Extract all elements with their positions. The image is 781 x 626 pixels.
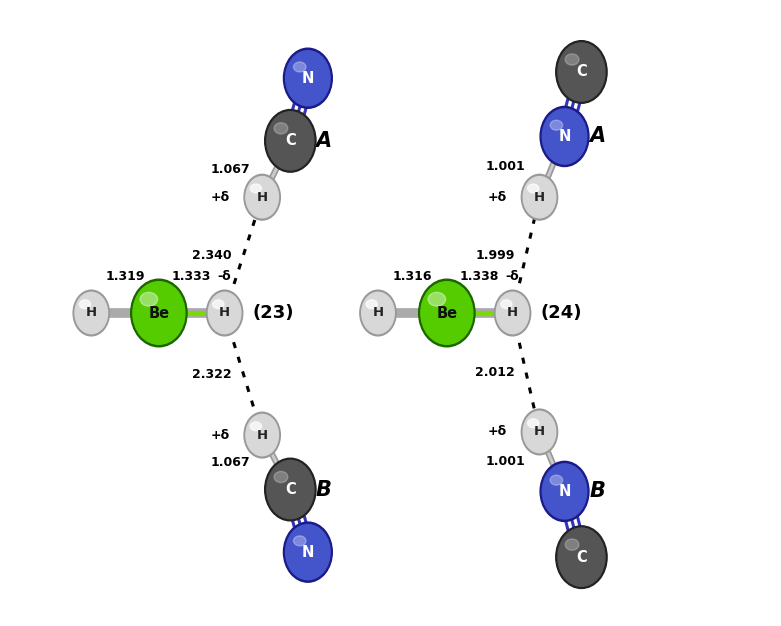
Ellipse shape [212,300,224,309]
Ellipse shape [75,292,108,334]
Text: Be: Be [148,305,169,321]
Text: 2.340: 2.340 [192,249,232,262]
Ellipse shape [428,292,446,306]
Text: 1.999: 1.999 [476,249,515,262]
Text: 1.319: 1.319 [105,270,144,283]
Text: (23): (23) [253,304,294,322]
Ellipse shape [421,282,473,344]
Text: +δ: +δ [211,191,230,203]
Ellipse shape [80,300,91,309]
Ellipse shape [274,123,288,134]
Text: +δ: +δ [211,429,230,441]
Text: (24): (24) [540,304,583,322]
Text: +δ: +δ [488,191,507,203]
Text: C: C [576,550,587,565]
Ellipse shape [540,106,589,167]
Ellipse shape [284,48,332,108]
Ellipse shape [494,290,531,336]
Text: H: H [219,307,230,319]
Ellipse shape [294,62,306,72]
Text: 2.012: 2.012 [475,366,515,379]
Ellipse shape [360,290,396,336]
Ellipse shape [250,184,262,193]
Text: H: H [257,429,268,441]
Text: A: A [316,131,331,151]
Text: +δ: +δ [488,426,507,438]
Text: Be: Be [437,305,458,321]
Ellipse shape [250,422,262,431]
Ellipse shape [542,109,587,164]
Text: C: C [285,482,296,497]
Ellipse shape [523,411,556,453]
Ellipse shape [265,458,316,521]
Text: 2.322: 2.322 [192,367,232,381]
Ellipse shape [496,292,529,334]
Text: H: H [534,191,545,203]
Ellipse shape [522,174,558,220]
Text: 1.316: 1.316 [393,270,432,283]
Text: B: B [590,481,605,501]
Ellipse shape [286,51,330,106]
Text: H: H [86,307,97,319]
Ellipse shape [265,110,316,172]
Text: 1.333: 1.333 [172,270,212,283]
Ellipse shape [267,111,314,170]
Text: -δ: -δ [506,270,519,283]
Text: 1.067: 1.067 [210,163,250,175]
Text: N: N [558,484,571,499]
Text: N: N [301,71,314,86]
Ellipse shape [565,539,579,550]
Text: N: N [558,129,571,144]
Text: B: B [316,480,331,500]
Ellipse shape [556,526,607,588]
Ellipse shape [133,282,185,344]
Ellipse shape [246,177,279,218]
Ellipse shape [284,522,332,582]
Ellipse shape [501,300,512,309]
Ellipse shape [542,464,587,519]
Ellipse shape [550,475,562,485]
Ellipse shape [558,528,605,586]
Ellipse shape [528,184,539,193]
Text: 1.338: 1.338 [460,270,499,283]
Ellipse shape [274,471,288,483]
Ellipse shape [206,290,243,336]
Ellipse shape [550,120,562,130]
Ellipse shape [140,292,158,306]
Ellipse shape [73,290,109,336]
Ellipse shape [522,409,558,454]
Ellipse shape [558,43,605,101]
Ellipse shape [528,419,539,428]
Ellipse shape [294,536,306,546]
Text: C: C [285,133,296,148]
Ellipse shape [540,461,589,521]
Ellipse shape [286,525,330,580]
Text: C: C [576,64,587,80]
Ellipse shape [267,461,314,518]
Text: 1.067: 1.067 [210,456,250,469]
Text: A: A [590,126,606,146]
Text: H: H [257,191,268,203]
Text: 1.001: 1.001 [486,160,526,173]
Ellipse shape [419,279,475,347]
Ellipse shape [209,292,241,334]
Ellipse shape [244,174,280,220]
Text: 1.001: 1.001 [486,455,526,468]
Ellipse shape [246,414,279,456]
Ellipse shape [130,279,187,347]
Ellipse shape [556,41,607,103]
Ellipse shape [565,54,579,65]
Text: -δ: -δ [218,270,231,283]
Ellipse shape [362,292,394,334]
Text: H: H [373,307,383,319]
Text: N: N [301,545,314,560]
Text: H: H [534,426,545,438]
Ellipse shape [366,300,377,309]
Text: H: H [507,307,518,319]
Ellipse shape [523,177,556,218]
Ellipse shape [244,413,280,458]
